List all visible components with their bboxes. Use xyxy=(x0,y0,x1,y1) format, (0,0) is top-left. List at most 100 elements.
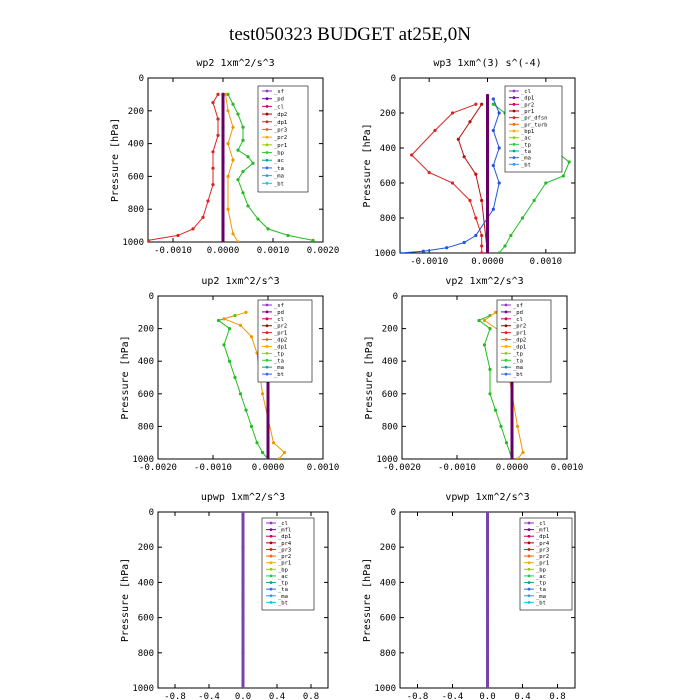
y-tick-label: 0 xyxy=(391,74,396,84)
data-point xyxy=(271,441,276,445)
data-point xyxy=(226,92,230,96)
legend-label: _bt xyxy=(274,181,284,187)
panel-title: wp3 1xm^(3) s^(-4) xyxy=(433,58,541,69)
y-axis-label: Pressure [hPa] xyxy=(364,335,375,419)
data-point xyxy=(236,112,240,116)
legend-marker xyxy=(265,351,269,355)
y-tick-label: 600 xyxy=(382,390,398,400)
legend-marker xyxy=(512,136,516,140)
y-tick-label: 200 xyxy=(138,325,154,335)
y-tick-label: 400 xyxy=(380,578,396,588)
legend-marker xyxy=(265,345,269,348)
data-point xyxy=(260,392,265,396)
legend-marker xyxy=(265,112,269,116)
legend-marker xyxy=(527,528,531,532)
chart-panel-1: wp2 1xm^2/s^3 Pressure [hPa] 0 200 400 600 800… xyxy=(110,58,339,256)
data-point xyxy=(241,512,245,514)
legend-label: _sf xyxy=(274,89,284,95)
y-axis-label: Pressure [hPa] xyxy=(362,123,373,207)
y-tick-label: 600 xyxy=(138,614,154,624)
series-line-dp1 xyxy=(457,104,488,253)
data-point xyxy=(238,323,243,327)
legend-marker xyxy=(269,521,273,525)
chart-panel-4: vp2 1xm^2/s^3 Pressure [hPa] 0 200 400 600 800… xyxy=(364,276,583,473)
legend-label: _pr4 xyxy=(536,541,550,547)
legend-marker xyxy=(269,600,273,604)
series-line-pr1 xyxy=(217,315,269,459)
legend-label: _bt xyxy=(536,600,546,606)
data-point xyxy=(176,233,180,238)
y-tick-label: 800 xyxy=(382,422,398,432)
legend-label: _ac xyxy=(278,574,288,580)
legend-label: _dp1 xyxy=(536,534,549,540)
legend-label: _bt xyxy=(513,372,523,378)
legend-marker xyxy=(265,120,269,124)
data-point xyxy=(233,375,237,380)
plot-frame xyxy=(157,295,324,460)
y-tick-label: 1000 xyxy=(374,249,396,259)
legend-marker xyxy=(512,109,516,113)
x-tick-label: 0.8 xyxy=(549,692,565,700)
data-point xyxy=(480,198,484,203)
plot-frame xyxy=(147,77,324,243)
legend-label: _pr_turb xyxy=(521,122,548,128)
legend-label: _pr_dfsn xyxy=(521,116,548,122)
y-axis-label: Pressure [hPa] xyxy=(362,558,373,642)
y-tick-label: 200 xyxy=(380,543,396,553)
y-tick-label: 200 xyxy=(128,107,144,117)
data-point xyxy=(456,137,460,141)
data-point xyxy=(497,181,501,185)
legend-label: _cl xyxy=(274,317,284,323)
data-point xyxy=(241,598,245,602)
data-point xyxy=(241,191,245,195)
legend-marker xyxy=(265,166,269,170)
data-point xyxy=(521,450,525,455)
data-point xyxy=(221,92,225,96)
legend-marker xyxy=(265,303,269,307)
data-point xyxy=(251,161,255,165)
legend-marker xyxy=(527,541,531,545)
legend-label: _pr2 xyxy=(536,554,549,560)
data-point xyxy=(249,424,254,428)
data-point xyxy=(236,148,240,152)
data-point xyxy=(277,457,281,459)
panel-title: wp2 1xm^2/s^3 xyxy=(196,58,274,69)
legend-marker xyxy=(269,587,273,591)
legend-marker xyxy=(265,135,269,139)
series-line-pr2 xyxy=(411,103,483,253)
x-tick-label: 0.0010 xyxy=(551,463,584,473)
data-point xyxy=(260,450,265,455)
data-point xyxy=(488,392,492,396)
legend-marker xyxy=(265,97,269,101)
legend-marker xyxy=(265,372,269,376)
y-tick-label: 600 xyxy=(380,179,396,189)
legend-label: _pd xyxy=(274,310,284,316)
legend-marker xyxy=(265,324,269,328)
x-tick-label: -0.8 xyxy=(164,692,186,700)
data-point xyxy=(532,198,536,203)
data-point xyxy=(421,249,425,253)
series-line-pr1 xyxy=(478,315,513,459)
x-tick-label: -0.0020 xyxy=(139,463,177,473)
legend-marker xyxy=(265,310,269,314)
data-point xyxy=(241,169,245,174)
legend-marker xyxy=(527,521,531,525)
data-point xyxy=(311,238,315,242)
data-point xyxy=(462,240,466,245)
legend-label: _pr1 xyxy=(536,561,549,567)
data-point xyxy=(231,232,235,236)
data-point xyxy=(488,367,492,371)
x-tick-label: -0.0010 xyxy=(194,463,232,473)
data-point xyxy=(221,240,225,242)
x-tick-label: -0.8 xyxy=(407,692,429,700)
legend-marker xyxy=(269,534,273,538)
data-point xyxy=(201,215,205,219)
data-point xyxy=(515,457,520,459)
y-tick-label: 0 xyxy=(149,508,154,518)
x-tick-label: 0.4 xyxy=(269,692,285,700)
data-point xyxy=(488,327,492,331)
legend-label: _bp1 xyxy=(521,129,534,135)
legend-label: _tp xyxy=(536,581,546,587)
data-point xyxy=(433,128,437,133)
